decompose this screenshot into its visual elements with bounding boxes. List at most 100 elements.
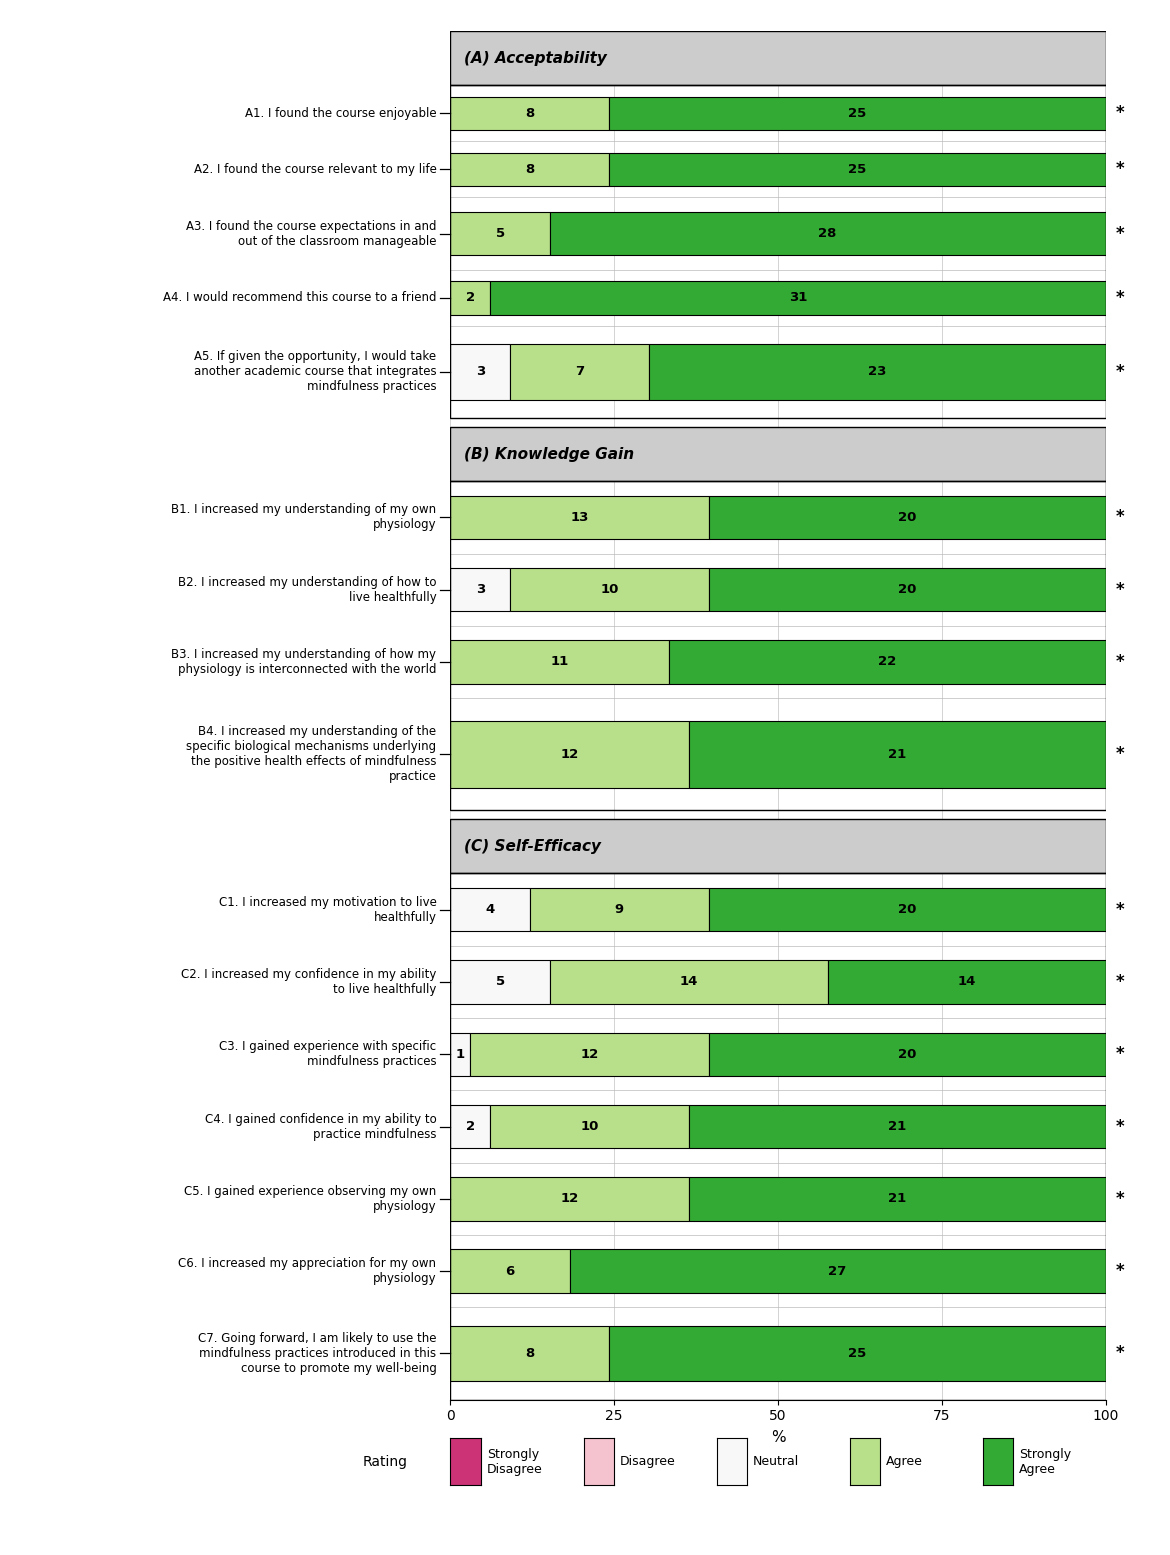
Bar (550, 961, 827, 1003)
Text: 1: 1 (456, 1048, 464, 1061)
Text: 21: 21 (888, 1120, 907, 1134)
Text: *: * (1115, 1118, 1124, 1135)
Text: C1. I increased my motivation to live
healthfully: C1. I increased my motivation to live he… (219, 896, 436, 924)
Bar (450, 480, 1106, 810)
Text: *: * (1115, 160, 1124, 179)
Bar (709, 568, 1106, 611)
Text: 3: 3 (476, 583, 484, 596)
Text: 4: 4 (486, 903, 495, 916)
Text: 21: 21 (888, 1193, 907, 1205)
Text: 10: 10 (600, 583, 619, 596)
Text: 9: 9 (614, 903, 624, 916)
Bar (827, 961, 1106, 1003)
Bar (669, 641, 1106, 684)
Bar (450, 96, 610, 131)
Bar (689, 720, 1106, 788)
Bar (689, 1177, 1106, 1221)
Text: 12: 12 (560, 748, 579, 760)
Text: 14: 14 (957, 975, 976, 989)
Bar (709, 1033, 1106, 1076)
Text: *: * (1115, 1045, 1124, 1064)
Text: 8: 8 (525, 107, 535, 120)
Text: *: * (1115, 900, 1124, 919)
Text: 2: 2 (466, 291, 475, 305)
Bar (450, 1250, 570, 1292)
Text: 7: 7 (574, 365, 584, 378)
Text: *: * (1115, 1190, 1124, 1208)
Text: Strongly
Disagree: Strongly Disagree (487, 1448, 543, 1476)
Text: *: * (1115, 653, 1124, 670)
Text: 12: 12 (560, 1193, 579, 1205)
Text: *: * (1115, 1345, 1124, 1362)
Bar (450, 641, 669, 684)
Bar (450, 281, 490, 314)
Text: 27: 27 (828, 1264, 847, 1278)
Text: 10: 10 (580, 1120, 599, 1134)
Text: *: * (1115, 580, 1124, 599)
Bar (450, 961, 550, 1003)
Text: B1. I increased my understanding of my own
physiology: B1. I increased my understanding of my o… (171, 504, 436, 532)
Text: *: * (1115, 973, 1124, 991)
Text: *: * (1115, 362, 1124, 381)
Text: B4. I increased my understanding of the
specific biological mechanisms underlyin: B4. I increased my understanding of the … (186, 725, 436, 784)
Bar (450, 496, 709, 540)
Text: 20: 20 (897, 583, 916, 596)
Bar (450, 211, 550, 255)
Text: 25: 25 (848, 107, 867, 120)
Text: Agree: Agree (886, 1455, 923, 1468)
Text: C2. I increased my confidence in my ability
to live healthfully: C2. I increased my confidence in my abil… (181, 967, 436, 995)
Text: 2: 2 (466, 1120, 475, 1134)
Text: 8: 8 (525, 1347, 535, 1361)
Text: B3. I increased my understanding of how my
physiology is interconnected with the: B3. I increased my understanding of how … (172, 648, 436, 676)
Bar (709, 888, 1106, 931)
Bar (490, 281, 1106, 314)
Bar (450, 152, 610, 187)
Bar (530, 888, 709, 931)
Text: (B) Knowledge Gain: (B) Knowledge Gain (463, 446, 634, 462)
Text: 20: 20 (897, 903, 916, 916)
Text: 20: 20 (897, 1048, 916, 1061)
Text: C4. I gained confidence in my ability to
practice mindfulness: C4. I gained confidence in my ability to… (205, 1112, 436, 1140)
Bar (450, 1033, 470, 1076)
Text: (C) Self-Efficacy: (C) Self-Efficacy (463, 838, 600, 854)
Bar (610, 152, 1106, 187)
Bar (450, 1326, 610, 1381)
Bar (510, 344, 649, 400)
Bar (450, 1106, 490, 1148)
Bar (610, 1326, 1106, 1381)
Text: A2. I found the course relevant to my life: A2. I found the course relevant to my li… (193, 163, 436, 176)
Text: C6. I increased my appreciation for my own
physiology: C6. I increased my appreciation for my o… (178, 1256, 436, 1284)
Text: A5. If given the opportunity, I would take
another academic course that integrat: A5. If given the opportunity, I would ta… (194, 350, 436, 393)
Text: 12: 12 (580, 1048, 599, 1061)
Text: 21: 21 (888, 748, 907, 760)
Text: A3. I found the course expectations in and
out of the classroom manageable: A3. I found the course expectations in a… (186, 219, 436, 247)
Text: Neutral: Neutral (753, 1455, 799, 1468)
Text: Strongly
Agree: Strongly Agree (1019, 1448, 1072, 1476)
Text: A4. I would recommend this course to a friend: A4. I would recommend this course to a f… (163, 291, 436, 305)
Bar (450, 31, 1106, 86)
Text: A1. I found the course enjoyable: A1. I found the course enjoyable (245, 107, 436, 120)
Text: 23: 23 (868, 365, 887, 378)
Bar (470, 1033, 709, 1076)
Bar (689, 1106, 1106, 1148)
Bar (550, 211, 1106, 255)
Text: *: * (1115, 104, 1124, 123)
Bar (610, 96, 1106, 131)
Text: *: * (1115, 745, 1124, 764)
Text: *: * (1115, 224, 1124, 243)
X-axis label: %: % (771, 1431, 785, 1445)
Bar (450, 344, 510, 400)
Bar (450, 819, 1106, 874)
Text: 22: 22 (879, 656, 896, 669)
Bar (510, 568, 709, 611)
Text: B2. I increased my understanding of how to
live healthfully: B2. I increased my understanding of how … (178, 575, 436, 603)
Text: *: * (1115, 289, 1124, 306)
Bar (450, 428, 1106, 480)
Text: 11: 11 (551, 656, 569, 669)
Text: C7. Going forward, I am likely to use the
mindfulness practices introduced in th: C7. Going forward, I am likely to use th… (198, 1333, 436, 1375)
Text: Disagree: Disagree (620, 1455, 675, 1468)
Bar (649, 344, 1106, 400)
Bar (709, 496, 1106, 540)
Bar (490, 1106, 689, 1148)
Text: *: * (1115, 1263, 1124, 1280)
